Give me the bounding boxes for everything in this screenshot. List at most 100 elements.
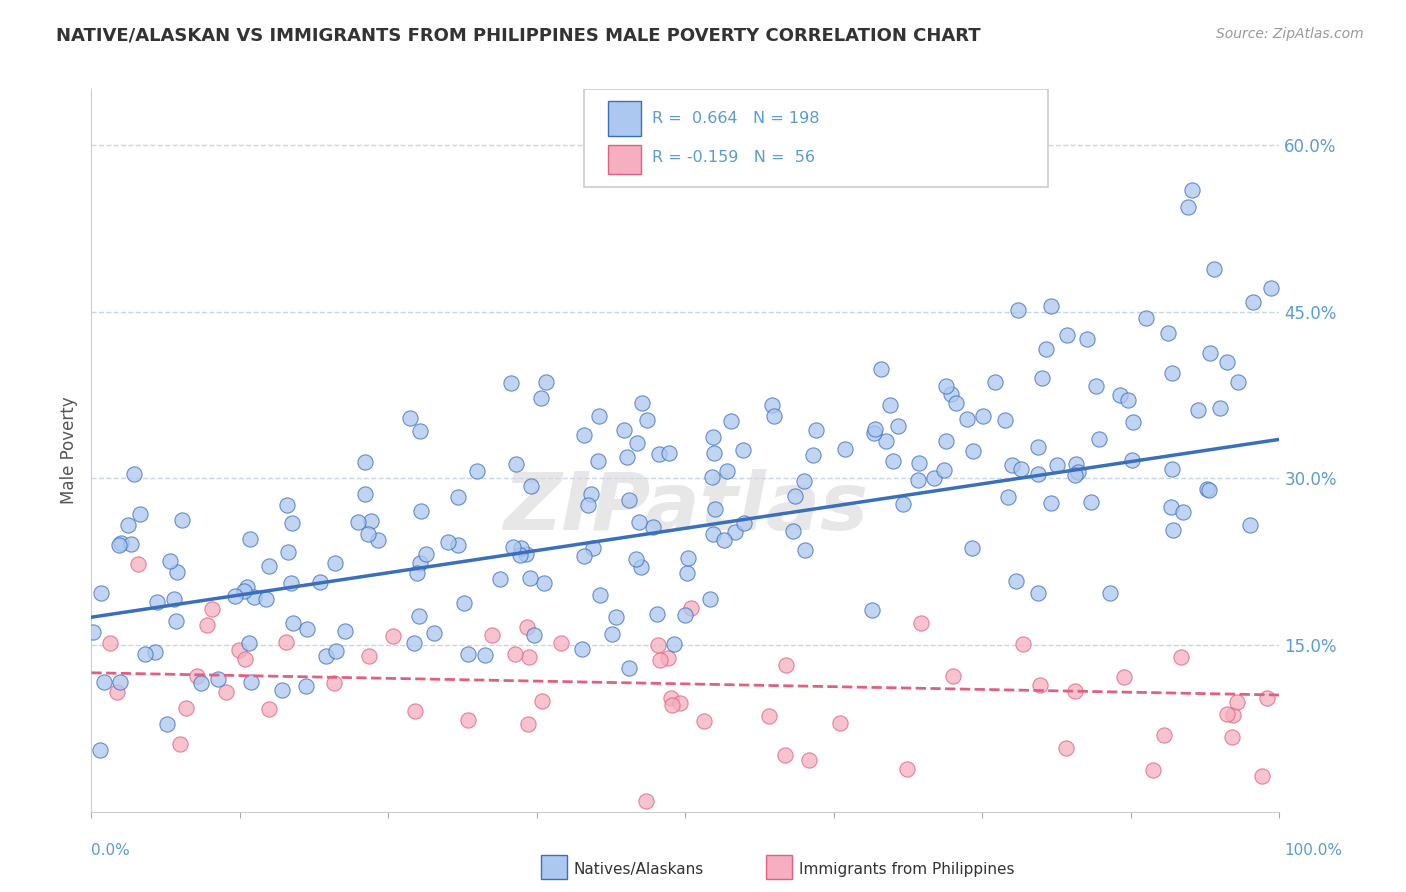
- Point: [505, 457, 527, 471]
- Point: [703, 446, 725, 460]
- Point: [875, 434, 897, 449]
- Point: [550, 635, 572, 649]
- Point: [887, 418, 910, 433]
- Point: [907, 473, 929, 487]
- Point: [658, 446, 681, 460]
- Point: [605, 610, 627, 624]
- Point: [399, 411, 422, 425]
- Point: [1171, 504, 1194, 518]
- Point: [163, 592, 186, 607]
- Point: [240, 674, 263, 689]
- Point: [1197, 482, 1219, 496]
- Point: [515, 547, 537, 561]
- Point: [156, 716, 179, 731]
- Point: [1007, 302, 1029, 317]
- Point: [281, 615, 304, 630]
- Point: [586, 454, 609, 468]
- Point: [582, 541, 605, 556]
- Text: ZIPatlas: ZIPatlas: [503, 469, 868, 548]
- Point: [1256, 690, 1278, 705]
- Point: [657, 651, 679, 665]
- Point: [534, 376, 557, 390]
- Point: [935, 379, 957, 393]
- Point: [404, 704, 426, 718]
- Bar: [609, 102, 641, 136]
- Point: [169, 737, 191, 751]
- Point: [346, 516, 368, 530]
- Point: [465, 464, 488, 478]
- Point: [323, 557, 346, 571]
- Point: [1035, 343, 1057, 357]
- Text: R = -0.159   N =  56: R = -0.159 N = 56: [652, 151, 815, 165]
- FancyBboxPatch shape: [585, 89, 1047, 186]
- Point: [195, 617, 218, 632]
- Point: [1005, 574, 1028, 588]
- Point: [295, 622, 318, 636]
- Point: [481, 628, 503, 642]
- Point: [360, 514, 382, 528]
- Point: [523, 628, 546, 642]
- Point: [354, 455, 377, 469]
- Point: [105, 685, 128, 699]
- Point: [1084, 379, 1107, 393]
- Point: [1198, 483, 1220, 497]
- Point: [908, 456, 931, 470]
- Point: [720, 414, 742, 428]
- Point: [1088, 432, 1111, 446]
- Point: [1161, 461, 1184, 475]
- Point: [108, 675, 131, 690]
- Point: [122, 467, 145, 481]
- Point: [108, 538, 131, 552]
- Point: [1029, 678, 1052, 692]
- Point: [357, 527, 380, 541]
- Point: [922, 471, 945, 485]
- Point: [422, 625, 444, 640]
- Text: 0.0%: 0.0%: [91, 843, 131, 858]
- Text: NATIVE/ALASKAN VS IMMIGRANTS FROM PHILIPPINES MALE POVERTY CORRELATION CHART: NATIVE/ALASKAN VS IMMIGRANTS FROM PHILIP…: [56, 27, 981, 45]
- Point: [785, 489, 807, 503]
- Y-axis label: Male Poverty: Male Poverty: [59, 397, 77, 504]
- Point: [190, 676, 212, 690]
- Point: [626, 435, 648, 450]
- Point: [627, 516, 650, 530]
- Point: [734, 516, 756, 530]
- Point: [1064, 458, 1087, 472]
- Point: [613, 423, 636, 437]
- Point: [1109, 388, 1132, 402]
- Point: [276, 634, 298, 648]
- Point: [962, 443, 984, 458]
- Point: [626, 551, 648, 566]
- Point: [170, 513, 193, 527]
- Point: [516, 620, 538, 634]
- Point: [702, 526, 724, 541]
- Point: [1054, 740, 1077, 755]
- Point: [270, 683, 292, 698]
- Point: [664, 637, 686, 651]
- Point: [1001, 458, 1024, 473]
- Point: [1112, 670, 1135, 684]
- Point: [517, 649, 540, 664]
- Point: [509, 548, 531, 562]
- Point: [474, 648, 496, 662]
- Point: [82, 625, 104, 640]
- Point: [127, 558, 149, 572]
- Point: [333, 624, 356, 639]
- Point: [630, 560, 652, 574]
- Point: [1222, 707, 1244, 722]
- Point: [702, 430, 724, 444]
- Point: [503, 647, 526, 661]
- Text: 100.0%: 100.0%: [1285, 843, 1343, 858]
- Point: [1170, 649, 1192, 664]
- Point: [294, 679, 316, 693]
- Point: [862, 602, 884, 616]
- Point: [956, 411, 979, 425]
- Point: [1260, 281, 1282, 295]
- Point: [1204, 262, 1226, 277]
- Point: [699, 592, 721, 607]
- Point: [90, 586, 112, 600]
- Point: [731, 442, 754, 457]
- Point: [641, 519, 664, 533]
- Point: [761, 398, 783, 412]
- Point: [1064, 468, 1087, 483]
- Point: [634, 794, 657, 808]
